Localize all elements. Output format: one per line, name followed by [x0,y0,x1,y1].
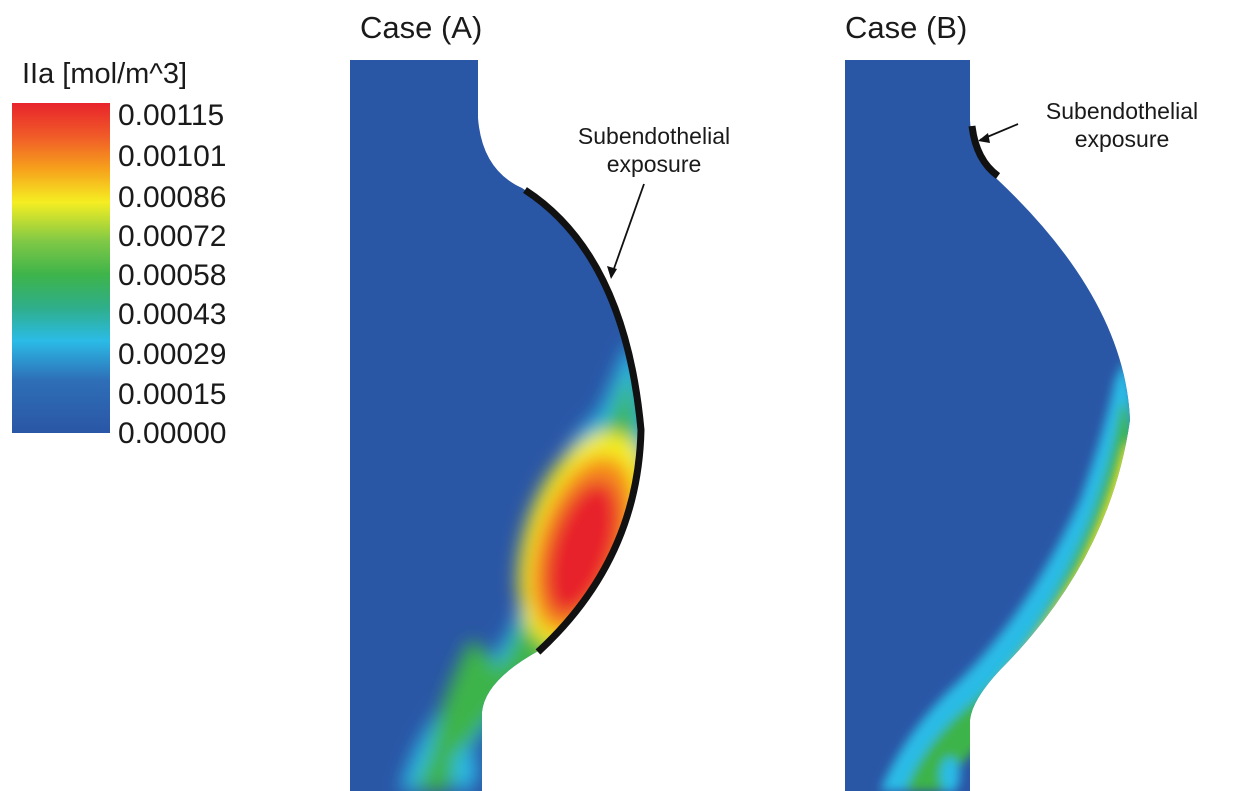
colorbar-tick: 0.00086 [118,181,227,214]
case-b-title: Case (B) [845,10,968,45]
case-b-annotation: Subendothelial exposure [1002,97,1242,153]
colorbar-tick: 0.00015 [118,378,227,411]
colorbar-tick: 0.00000 [118,417,227,450]
case-a-annotation-line2: exposure [606,151,702,178]
colorbar-tick: 0.00043 [118,298,227,331]
case-b-vessel [845,60,1130,791]
case-b-domain [845,60,1130,791]
colorbar-tick: 0.00029 [118,338,227,371]
case-a-domain [350,60,645,791]
case-a-arrow [610,183,645,278]
colorbar-tick: 0.00101 [118,140,227,173]
legend-title: IIa [mol/m^3] [22,58,188,90]
case-b-annotation-line1: Subendothelial [1045,98,1199,124]
colorbar-tick: 0.00115 [118,99,225,132]
case-a-title: Case (A) [360,10,483,45]
case-b-annotation-line2: exposure [1074,126,1170,153]
case-a-annotation: Subendothelial exposure [534,122,774,178]
case-b-exposure-mark [968,125,1001,179]
case-a-annotation-line1: Subendothelial [577,123,731,149]
case-a-arrowhead [607,266,617,279]
case-a-exposure-mark [523,187,645,655]
colorbar-tick: 0.00058 [118,259,227,292]
case-b-arrowhead [978,133,990,143]
colorbar [12,103,110,433]
colorbar-tick: 0.00072 [118,220,227,253]
